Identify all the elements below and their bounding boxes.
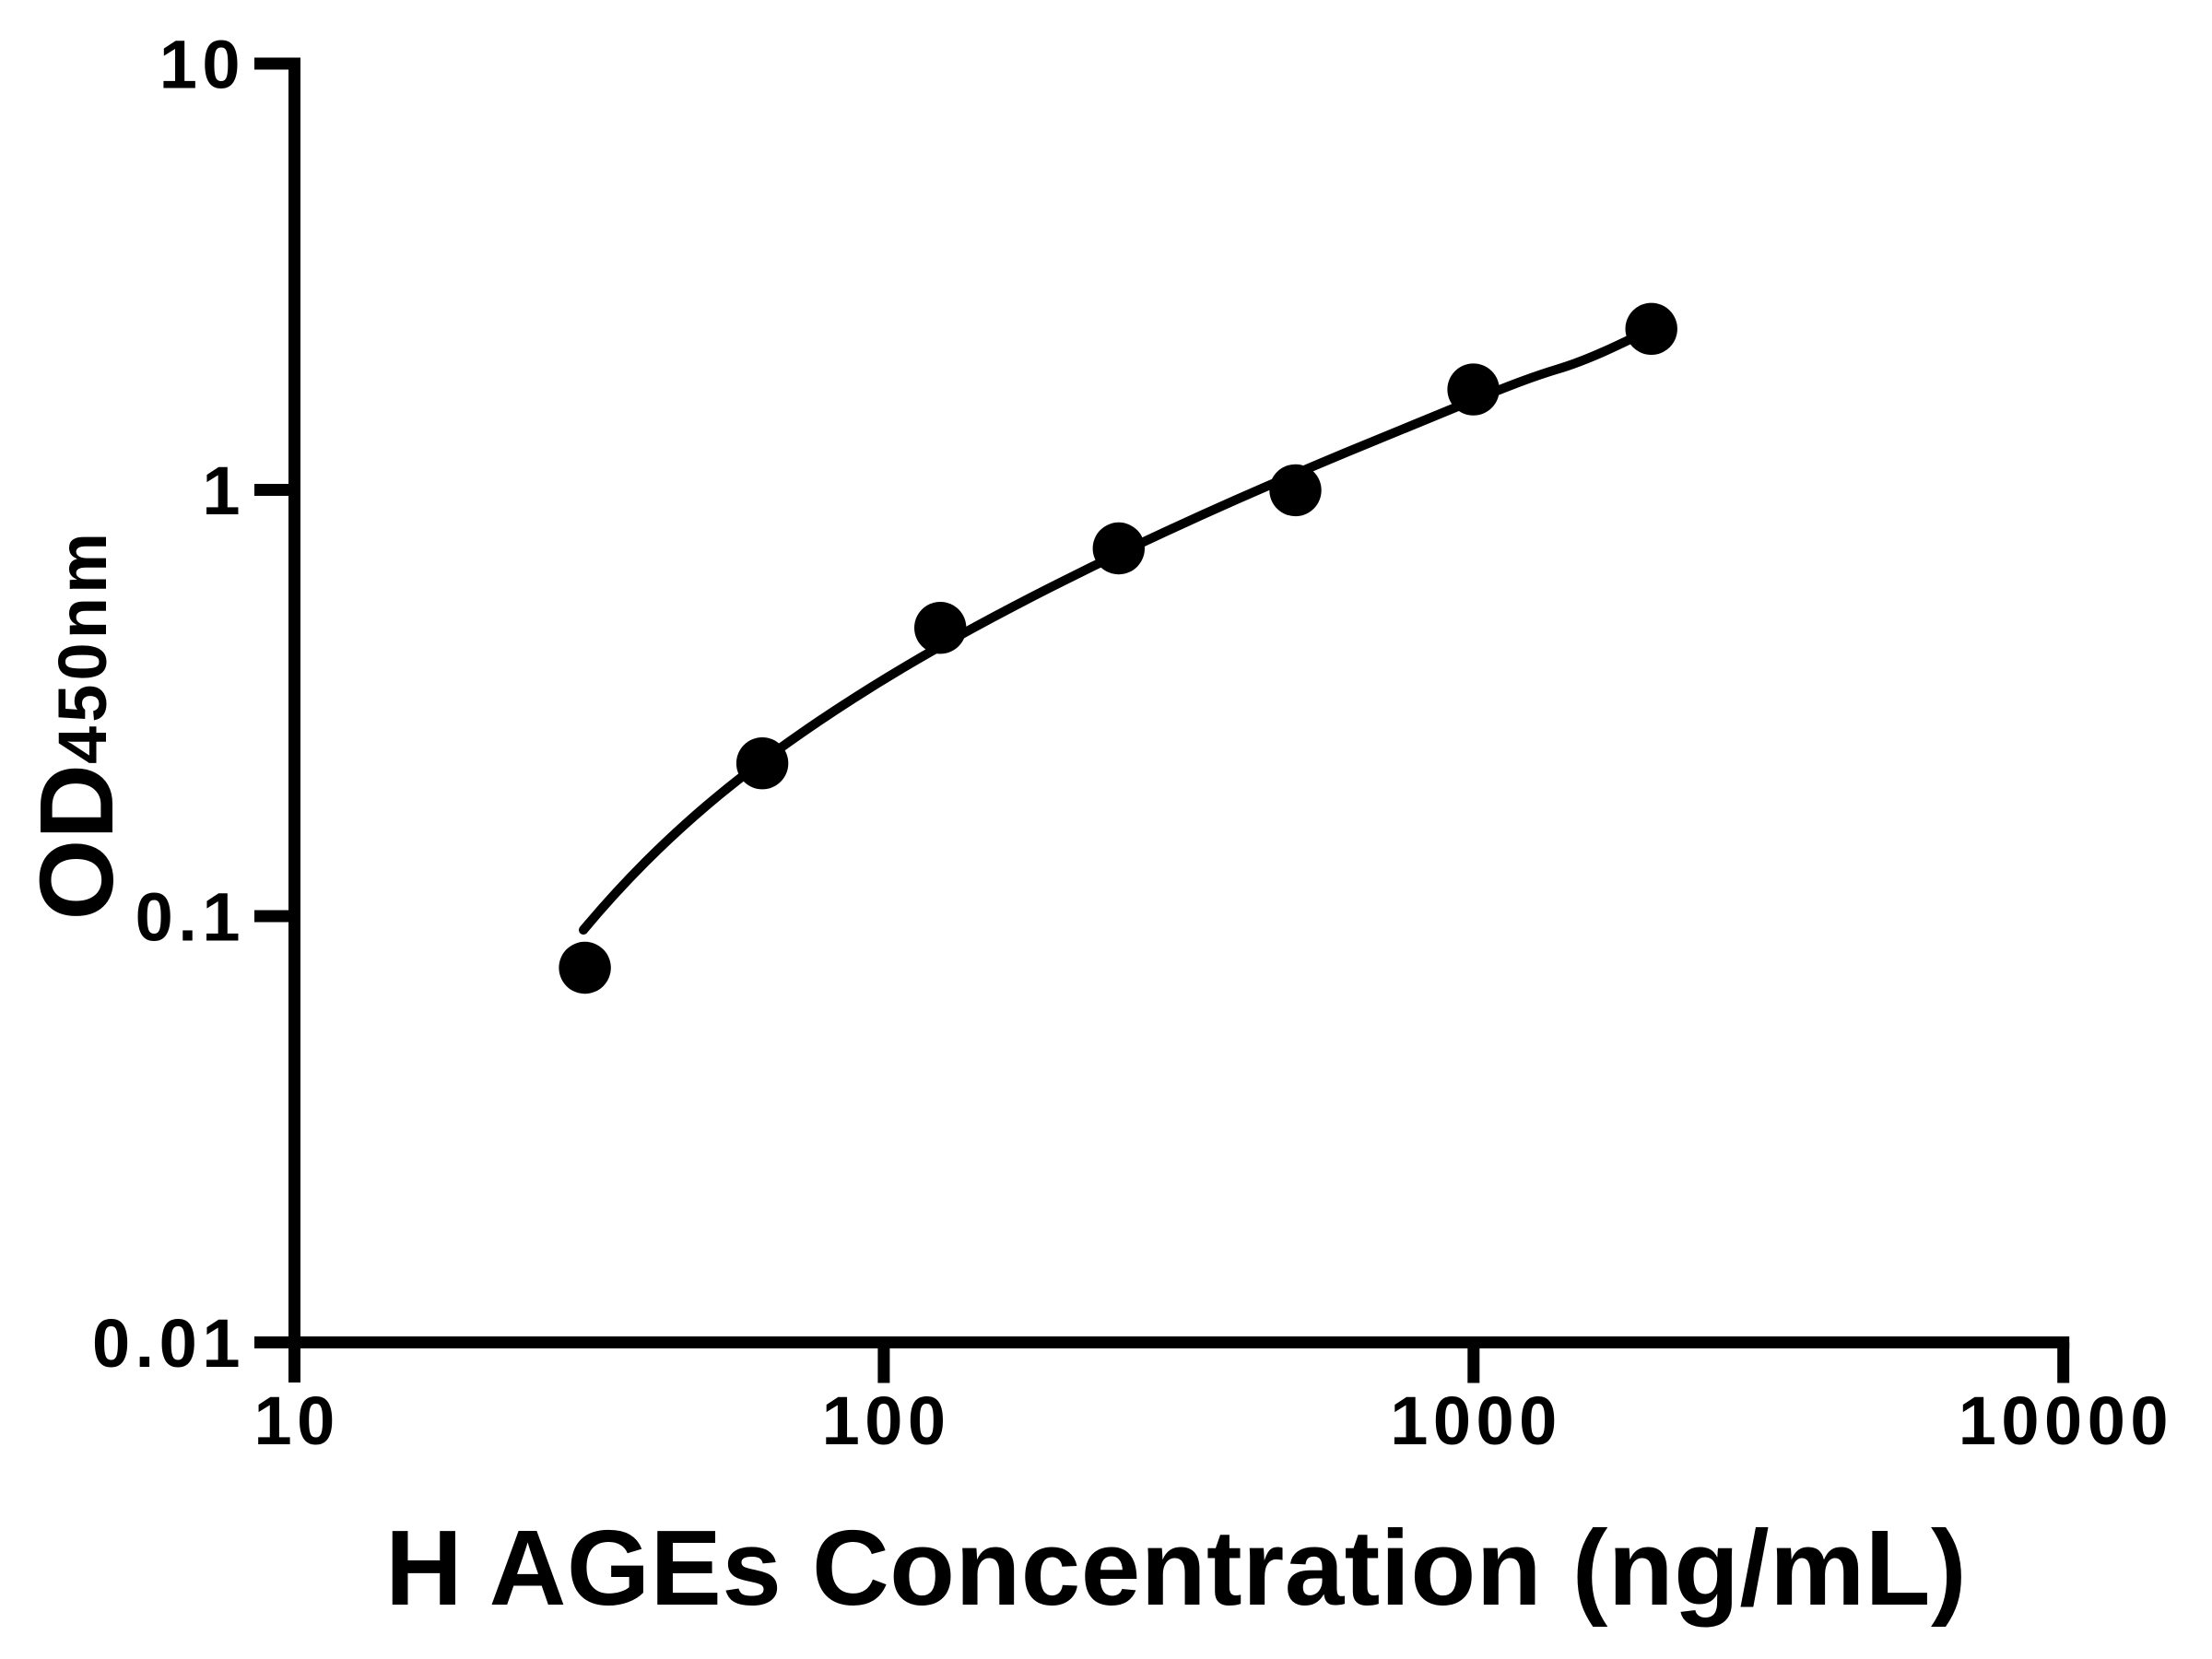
svg-text:0.01: 0.01 [92,1305,245,1382]
svg-text:1: 1 [202,453,245,529]
svg-text:H AGEs Concentration (ng/mL): H AGEs Concentration (ng/mL) [385,1508,1967,1628]
svg-text:10: 10 [254,1382,340,1459]
svg-text:0.1: 0.1 [135,879,245,956]
svg-text:100: 100 [822,1382,951,1459]
svg-text:1000: 1000 [1390,1382,1562,1459]
svg-text:10: 10 [159,27,245,103]
svg-text:10000: 10000 [1959,1382,2173,1459]
